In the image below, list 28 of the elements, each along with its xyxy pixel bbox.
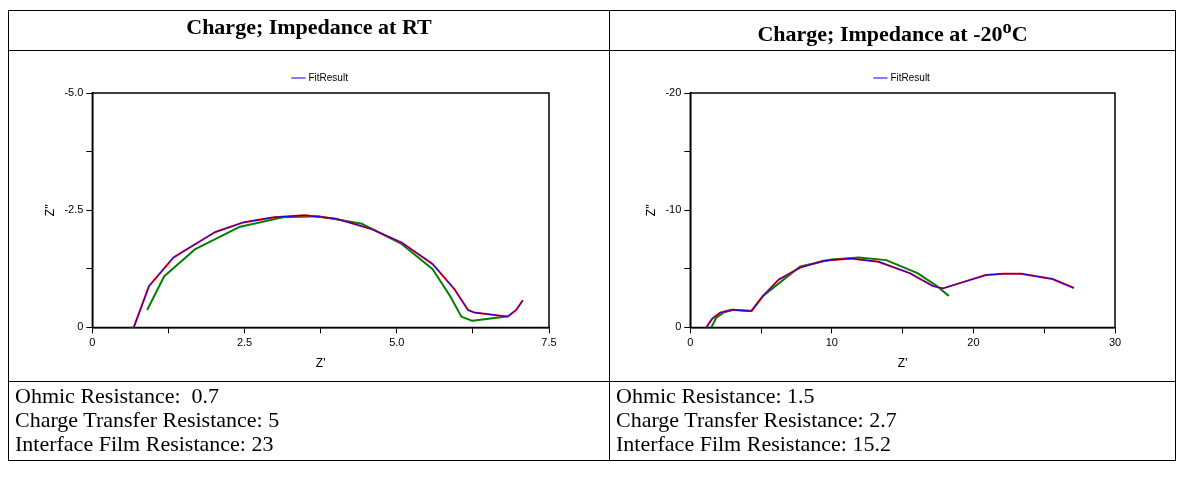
y-tick-label: -5.0 bbox=[64, 86, 84, 99]
x-tick-label: 5.0 bbox=[389, 336, 405, 349]
text: Ohmic Resistance: 1.5 bbox=[616, 383, 815, 409]
text: Charge Transfer Resistance: 2.7 bbox=[616, 407, 897, 433]
text: Interface Film Resistance: 15.2 bbox=[616, 431, 891, 457]
chart-title: Charge; Impedance at RT bbox=[8, 10, 610, 51]
x-tick-label: 0 bbox=[89, 336, 96, 349]
text: Ohmic Resistance: 0.7 bbox=[15, 383, 220, 409]
y-axis-title: Z'' bbox=[42, 204, 57, 217]
legend-label: FitResult bbox=[890, 72, 931, 84]
y-tick-label: 0 bbox=[77, 320, 84, 333]
text: Charge Transfer Resistance: 5 bbox=[15, 407, 280, 433]
text: Interface Film Resistance: 23 bbox=[15, 431, 274, 457]
chart-title: Charge; Impedance at -20$^{o}$C bbox=[609, 10, 1176, 51]
y-axis-title: Z'' bbox=[643, 204, 658, 217]
x-tick-label: 2.5 bbox=[236, 336, 253, 349]
x-tick-label: 30 bbox=[1108, 336, 1122, 349]
y-tick-label: -2.5 bbox=[64, 203, 84, 216]
y-tick-label: 0 bbox=[675, 320, 682, 333]
x-tick-label: 20 bbox=[967, 336, 980, 349]
legend-label: FitResult bbox=[308, 72, 349, 84]
x-tick-label: 10 bbox=[825, 336, 838, 349]
y-tick-label: -20 bbox=[665, 86, 682, 99]
x-tick-label: 0 bbox=[687, 336, 694, 349]
y-tick-label: -10 bbox=[665, 203, 682, 216]
x-axis-title: Z' bbox=[315, 356, 326, 371]
x-axis-title: Z' bbox=[897, 356, 908, 371]
x-tick-label: 7.5 bbox=[541, 336, 557, 349]
